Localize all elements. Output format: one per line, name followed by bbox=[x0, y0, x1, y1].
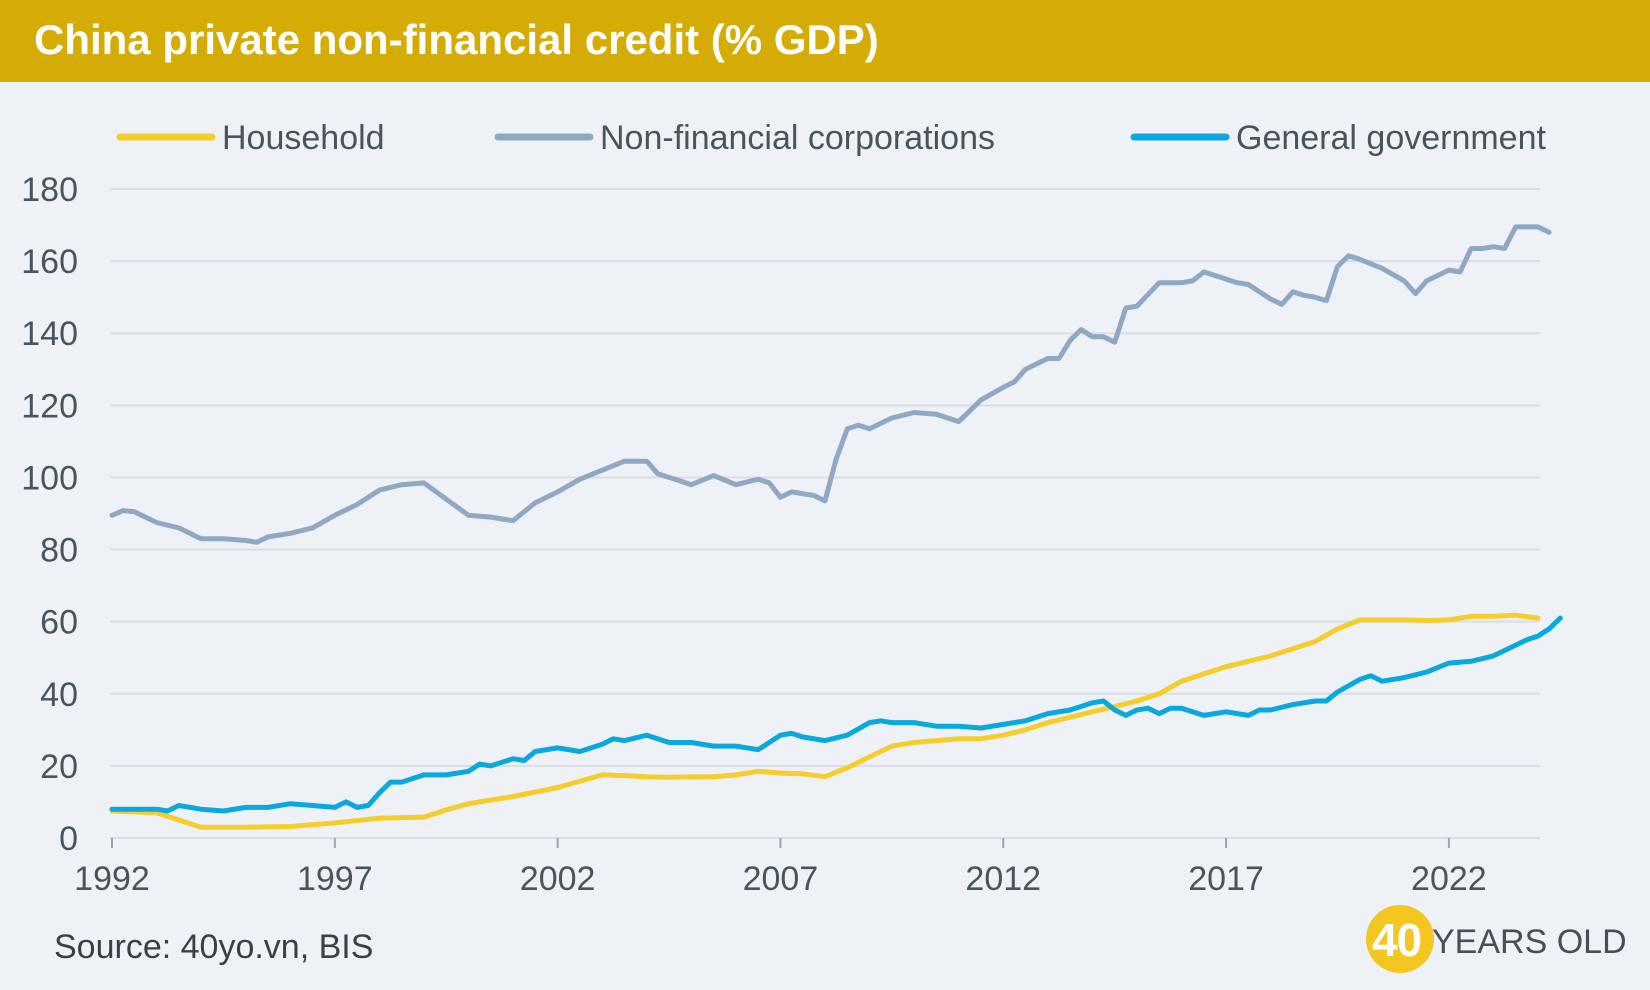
logo-text: YEARS OLD bbox=[1432, 923, 1627, 961]
logo-circle-icon bbox=[1366, 905, 1434, 973]
source-note: Source: 40yo.vn, BIS bbox=[54, 928, 374, 966]
y-tick-label: 40 bbox=[40, 676, 78, 714]
y-tick-label: 80 bbox=[40, 532, 78, 570]
y-tick-label: 120 bbox=[21, 387, 78, 425]
y-tick-label: 100 bbox=[21, 459, 78, 497]
y-axis-ticks: 0 20 40 60 80 100 120 140 160 180 bbox=[21, 171, 78, 858]
brand-logo: 40 YEARS OLD bbox=[1366, 905, 1646, 975]
x-tick-label: 2012 bbox=[965, 860, 1041, 898]
title-bar: China private non-financial credit (% GD… bbox=[0, 0, 1650, 82]
series-line-general-government bbox=[109, 615, 1563, 814]
series-line-household bbox=[109, 612, 1541, 830]
logo-number: 40 bbox=[1372, 914, 1422, 966]
y-tick-label: 160 bbox=[21, 243, 78, 281]
y-tick-label: 180 bbox=[21, 171, 78, 209]
y-tick-label: 140 bbox=[21, 315, 78, 353]
y-tick-label: 0 bbox=[59, 820, 78, 858]
x-tick-label: 2022 bbox=[1411, 860, 1487, 898]
x-tick-label: 2017 bbox=[1188, 860, 1264, 898]
legend-label-0: Household bbox=[222, 119, 385, 157]
y-tick-label: 60 bbox=[40, 604, 78, 642]
x-axis-ticks: 1992 1997 2002 2007 2012 2017 2022 bbox=[74, 838, 1487, 898]
series-lines bbox=[109, 224, 1563, 830]
x-tick-label: 1992 bbox=[74, 860, 150, 898]
y-tick-label: 20 bbox=[40, 748, 78, 786]
x-tick-label: 2002 bbox=[520, 860, 596, 898]
series-line-non-financial-corporations bbox=[109, 224, 1552, 545]
legend: Household Non-financial corporations Gener… bbox=[116, 119, 1547, 157]
legend-label-1: Non-financial corporations bbox=[600, 119, 995, 157]
x-tick-label: 2007 bbox=[743, 860, 819, 898]
chart-area: 0 20 40 60 80 100 120 140 160 180 1992 1997 2002 200… bbox=[21, 119, 1563, 898]
gridlines bbox=[110, 188, 1540, 839]
chart-title: China private non-financial credit (% GD… bbox=[34, 16, 879, 63]
x-tick-label: 1997 bbox=[297, 860, 373, 898]
legend-label-2: General government bbox=[1236, 119, 1547, 157]
